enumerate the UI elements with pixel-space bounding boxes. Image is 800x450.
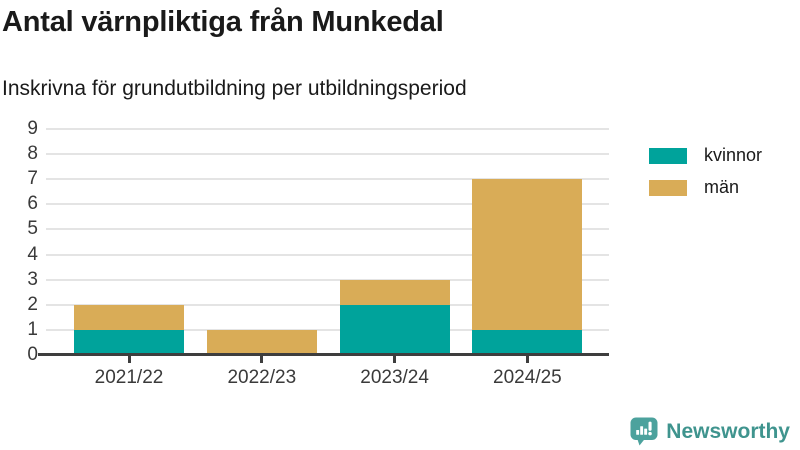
y-tick-label-3: 3 — [27, 268, 38, 290]
y-tick-label-0: 0 — [27, 344, 38, 365]
legend-item-män: män — [649, 177, 762, 198]
x-tick-2022-23 — [260, 356, 264, 363]
y-tick-label-4: 4 — [27, 243, 38, 265]
gridline-6 — [46, 203, 609, 206]
gridline-2 — [46, 303, 609, 306]
bar-2024-25-män — [472, 179, 583, 330]
bar-2023-24-kvinnor — [339, 304, 450, 355]
bar-2021-22-kvinnor — [74, 329, 184, 355]
newsworthy-logo-text: Newsworthy — [666, 419, 790, 443]
legend-item-kvinnor: kvinnor — [649, 145, 762, 166]
newsworthy-logo-icon — [630, 417, 658, 446]
y-tick-label-1: 1 — [27, 318, 38, 340]
y-tick-label-5: 5 — [27, 218, 38, 240]
bar-2022-23-män — [206, 329, 317, 355]
gridline-9 — [46, 128, 609, 130]
bar-2021-22-män — [74, 304, 184, 330]
y-tick-label-2: 2 — [27, 293, 38, 315]
x-tick-label-2022-23: 2022/23 — [227, 367, 297, 388]
y-tick-label-7: 7 — [27, 168, 38, 190]
legend-swatch-kvinnor — [649, 147, 687, 164]
x-tick-label-2021-22: 2021/22 — [94, 367, 164, 388]
bar-2024-25-kvinnor — [472, 329, 583, 355]
newsworthy-branding[interactable]: Newsworthy — [630, 417, 790, 446]
gridline-7 — [46, 178, 609, 181]
legend-label-män: män — [704, 177, 740, 197]
bar-2023-24-män — [339, 279, 450, 305]
legend-label-kvinnor: kvinnor — [704, 145, 763, 165]
gridline-1 — [46, 328, 609, 331]
gridline-4 — [46, 253, 609, 256]
gridline-3 — [46, 278, 609, 281]
x-tick-2024-25 — [525, 356, 529, 363]
y-tick-label-6: 6 — [27, 193, 38, 215]
x-tick-label-2024-25: 2024/25 — [493, 367, 562, 388]
gridline-8 — [46, 153, 609, 156]
chart-subtitle: Inskrivna för grundutbildning per utbild… — [2, 77, 467, 100]
y-tick-label-8: 8 — [27, 143, 38, 165]
x-tick-label-2023-24: 2023/24 — [360, 367, 429, 388]
x-axis-line — [38, 353, 609, 356]
y-tick-label-9: 9 — [27, 118, 38, 139]
legend: kvinnor män — [649, 145, 762, 198]
gridline-5 — [46, 228, 609, 231]
x-tick-2021-22 — [127, 356, 131, 363]
plot-area: 0 1 2 3 4 5 6 7 8 9 2021/22 2022/23 2023/24 2024/25 — [27, 118, 609, 388]
legend-swatch-män — [649, 179, 687, 196]
x-tick-2023-24 — [393, 356, 397, 363]
chart-title: Antal värnpliktiga från Munkedal — [2, 6, 444, 38]
